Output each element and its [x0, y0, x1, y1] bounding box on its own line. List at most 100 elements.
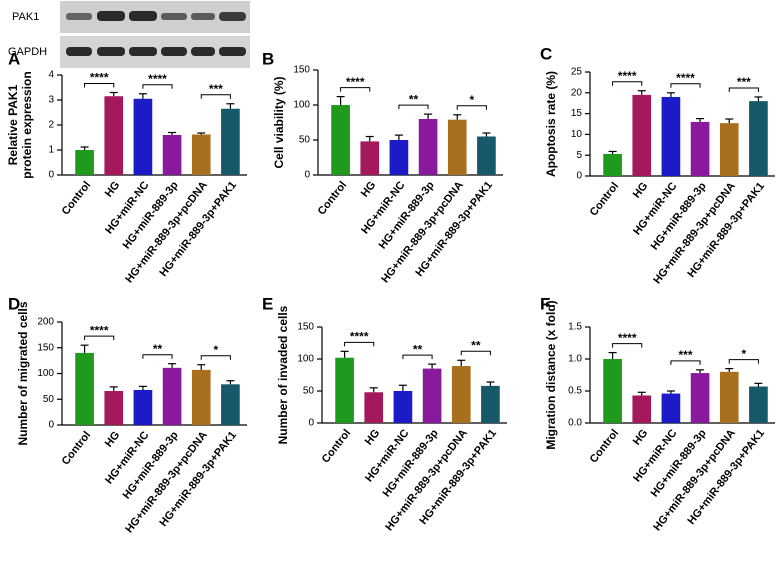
bar: [221, 108, 240, 175]
significance-label: **: [409, 92, 419, 106]
y-tick-label: 0.0: [568, 418, 582, 429]
significance-bracket: [670, 83, 701, 88]
blot-band: [191, 13, 215, 20]
bar: [191, 134, 211, 175]
panel-label: E: [262, 294, 273, 313]
bar: [749, 101, 768, 176]
x-tick-label: HG: [103, 429, 123, 449]
significance-label: ****: [148, 72, 167, 86]
blot-band: [191, 47, 215, 56]
bar: [364, 392, 384, 423]
bar: [191, 369, 211, 425]
x-tick-label: HG: [363, 427, 383, 447]
blot-band: [97, 47, 125, 56]
y-tick-label: 4: [48, 70, 54, 81]
x-tick-label: HG: [103, 179, 123, 199]
bar: [661, 393, 681, 423]
significance-bracket: [728, 87, 759, 92]
y-tick-label: 1.5: [568, 322, 582, 333]
bar: [389, 140, 409, 175]
bar: [360, 141, 380, 175]
x-tick-label: Control: [588, 427, 622, 465]
significance-label: *: [741, 347, 746, 361]
bar: [719, 371, 739, 423]
panel-label: D: [8, 294, 20, 313]
bar: [632, 94, 652, 176]
x-tick-label: Control: [60, 429, 94, 467]
bar: [221, 384, 240, 425]
bar: [603, 359, 622, 423]
bar: [422, 368, 442, 423]
blot-band: [161, 13, 187, 20]
y-tick-label: 50: [43, 394, 55, 405]
y-axis-label: Apoptosis rate (%): [544, 71, 558, 177]
significance-label: ***: [737, 75, 751, 89]
y-tick-label: 150: [37, 342, 54, 353]
western-blot: PAK1 GAPDH: [8, 1, 250, 68]
y-axis-label: Number of invaded cells: [276, 305, 290, 444]
significance-label: ****: [676, 71, 695, 85]
bar: [418, 119, 438, 175]
bar: [451, 366, 471, 423]
bar: [749, 386, 768, 423]
bar: [481, 385, 500, 423]
significance-bracket: [460, 350, 491, 356]
x-tick-label: HG: [631, 427, 651, 447]
y-tick-label: 10: [571, 129, 583, 140]
significance-label: ***: [678, 348, 692, 362]
panel-label: F: [540, 294, 550, 313]
y-axis-label: protein expression: [20, 71, 34, 178]
blot-band: [66, 47, 92, 56]
y-tick-label: 100: [293, 100, 310, 111]
blot-band: [129, 47, 157, 56]
significance-bracket: [84, 335, 115, 341]
significance-bracket: [728, 359, 759, 364]
bar: [603, 153, 622, 176]
significance-label: ****: [90, 71, 109, 85]
x-tick-label: Control: [316, 179, 350, 217]
significance-bracket: [402, 354, 433, 360]
significance-bracket: [670, 360, 701, 365]
significance-bracket: [142, 354, 173, 359]
y-tick-label: 1.0: [568, 354, 582, 365]
bar: [331, 105, 350, 175]
y-tick-label: 5: [576, 150, 582, 161]
x-tick-label: HG: [359, 179, 379, 199]
y-axis-label: Migration distance (x fold): [544, 300, 558, 449]
bar: [690, 373, 710, 423]
y-tick-label: 2: [48, 120, 54, 131]
blot-band: [129, 11, 157, 21]
y-axis-label: Cell viability (%): [272, 76, 286, 168]
blot-band: [219, 47, 246, 56]
y-tick-label: 0: [304, 170, 310, 181]
significance-label: *: [469, 93, 474, 107]
blot-label: GAPDH: [8, 46, 47, 58]
x-tick-label: HG: [631, 180, 651, 200]
x-tick-label: Control: [320, 427, 354, 465]
y-tick-label: 0: [48, 170, 54, 181]
y-axis-label: Relative PAK1: [6, 84, 20, 165]
bar: [477, 136, 496, 175]
bar: [335, 357, 354, 423]
y-tick-label: 20: [571, 87, 583, 98]
panel-label: C: [540, 44, 552, 63]
blot-band: [66, 13, 92, 20]
y-tick-label: 1: [48, 145, 54, 156]
bar: [719, 123, 739, 176]
significance-bracket: [344, 341, 375, 347]
bar: [632, 395, 652, 423]
y-tick-label: 0: [308, 418, 314, 429]
bar: [104, 391, 124, 425]
y-tick-label: 15: [571, 108, 583, 119]
y-tick-label: 150: [297, 322, 314, 333]
bar: [133, 98, 153, 175]
x-tick-label: Control: [60, 179, 94, 217]
significance-label: ***: [209, 82, 223, 96]
significance-label: ****: [90, 323, 109, 337]
significance-label: ****: [346, 75, 365, 89]
